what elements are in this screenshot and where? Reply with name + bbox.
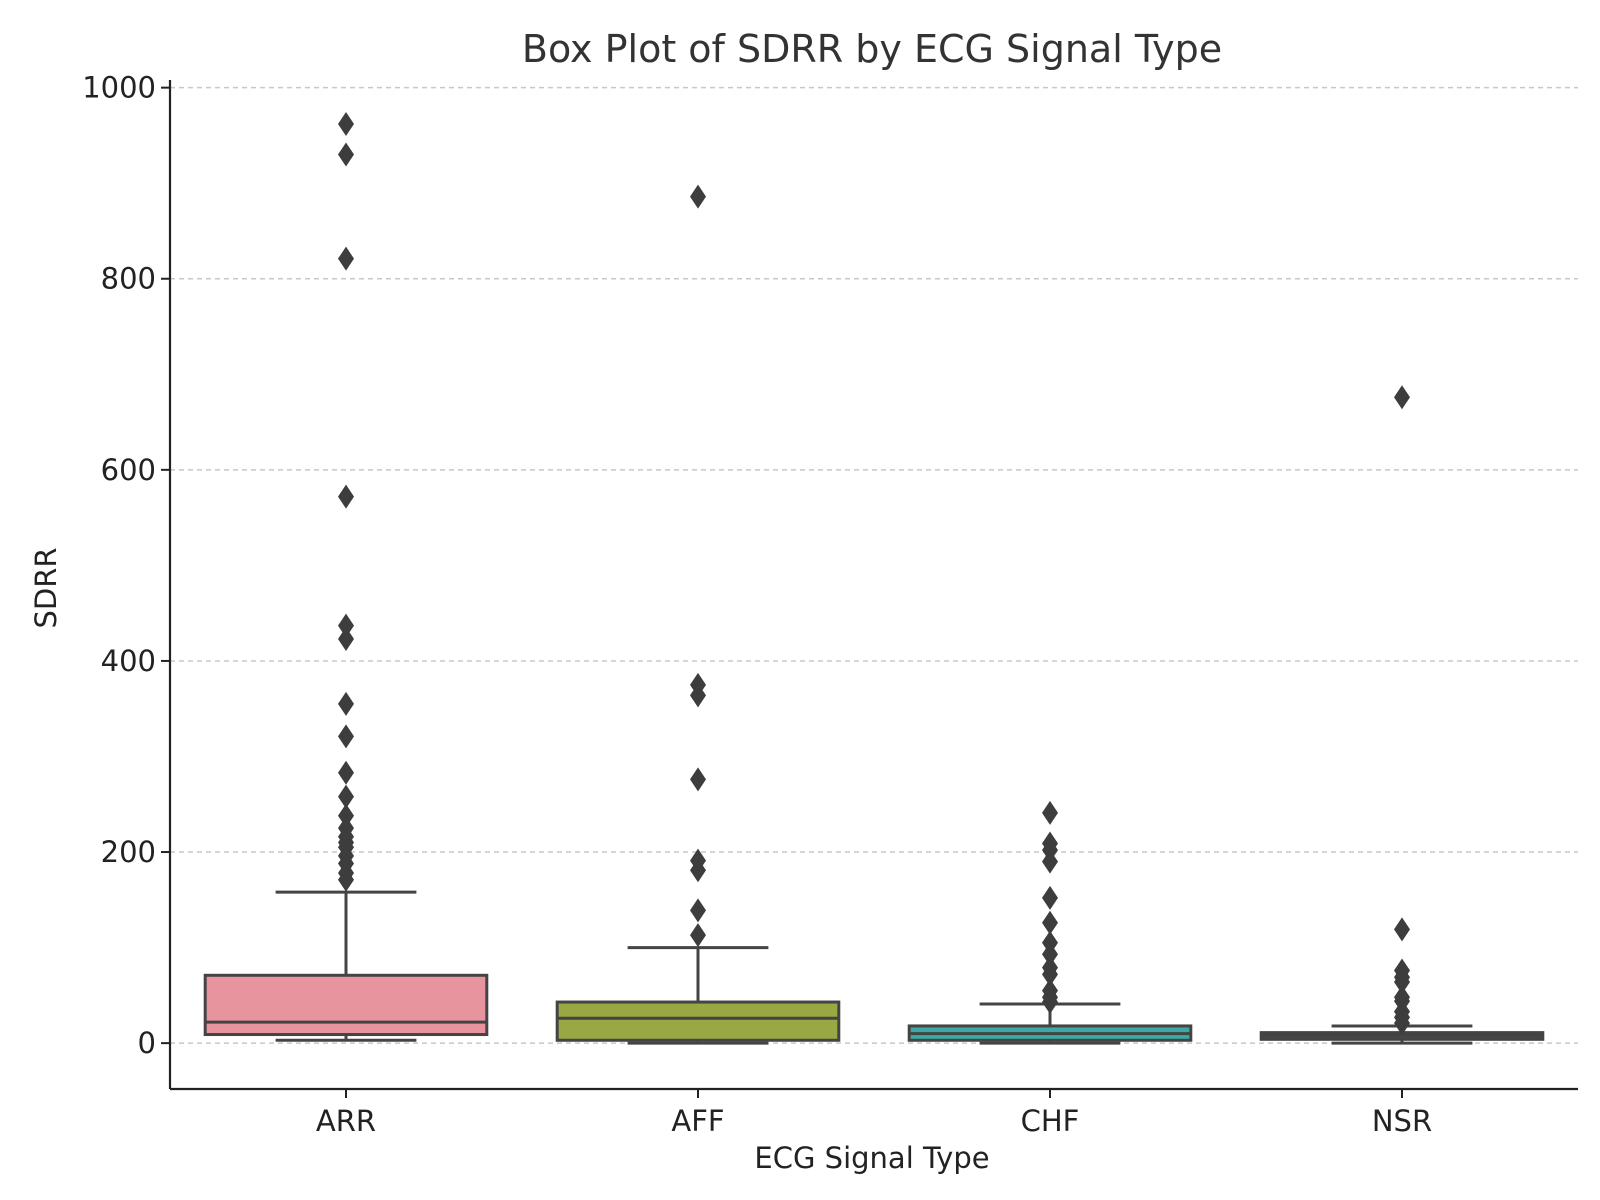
outlier-point — [1042, 800, 1058, 825]
outlier-point — [690, 184, 706, 209]
box-body — [555, 1000, 841, 1042]
outlier-point — [1394, 958, 1410, 983]
outlier-point — [338, 816, 354, 841]
outlier-point — [338, 246, 354, 271]
outlier-point — [1394, 917, 1410, 942]
x-tick-label: AFF — [671, 1104, 724, 1138]
box-chf — [907, 800, 1193, 1045]
outlier-point — [338, 111, 354, 136]
box-body — [203, 973, 489, 1037]
y-tick-label: 600 — [101, 453, 156, 487]
outlier-point — [1042, 910, 1058, 935]
box-nsr — [1259, 385, 1545, 1045]
outlier-point — [338, 803, 354, 828]
grid-lines — [170, 86, 1578, 1044]
x-tick-label: NSR — [1372, 1104, 1432, 1138]
y-tick-label: 400 — [101, 644, 156, 678]
outlier-point — [1042, 978, 1058, 1003]
outlier-point — [338, 484, 354, 509]
y-tick-label: 0 — [138, 1026, 156, 1060]
outlier-point — [338, 691, 354, 716]
outlier-point — [338, 784, 354, 809]
outlier-point — [1394, 985, 1410, 1010]
outlier-point — [1042, 885, 1058, 910]
outlier-point — [338, 613, 354, 638]
y-tick-label: 1000 — [82, 71, 156, 105]
outlier-point — [338, 626, 354, 651]
outlier-point — [1042, 930, 1058, 955]
outlier-point — [1394, 385, 1410, 410]
outlier-point — [1042, 831, 1058, 856]
y-tick-label: 800 — [101, 262, 156, 296]
y-axis-label: SDRR — [29, 547, 63, 628]
box-arr — [203, 111, 489, 1042]
y-tick-label: 200 — [101, 835, 156, 869]
x-tick-label: CHF — [1021, 1104, 1080, 1138]
x-tick-label: ARR — [316, 1104, 376, 1138]
axes: 0 200 400 600 800 1000 ARR AFF CHF NSR — [82, 71, 1578, 1138]
outlier-point — [690, 672, 706, 697]
outlier-point — [690, 848, 706, 873]
outlier-point — [1042, 955, 1058, 980]
outlier-point — [690, 767, 706, 792]
outlier-point — [690, 923, 706, 948]
outlier-point — [338, 724, 354, 749]
outlier-point — [338, 142, 354, 167]
outlier-point — [690, 898, 706, 923]
x-axis-label: ECG Signal Type — [754, 1141, 989, 1175]
chart-title: Box Plot of SDRR by ECG Signal Type — [522, 27, 1222, 71]
box-aff — [555, 184, 841, 1045]
boxes — [203, 111, 1545, 1045]
outlier-point — [338, 760, 354, 785]
